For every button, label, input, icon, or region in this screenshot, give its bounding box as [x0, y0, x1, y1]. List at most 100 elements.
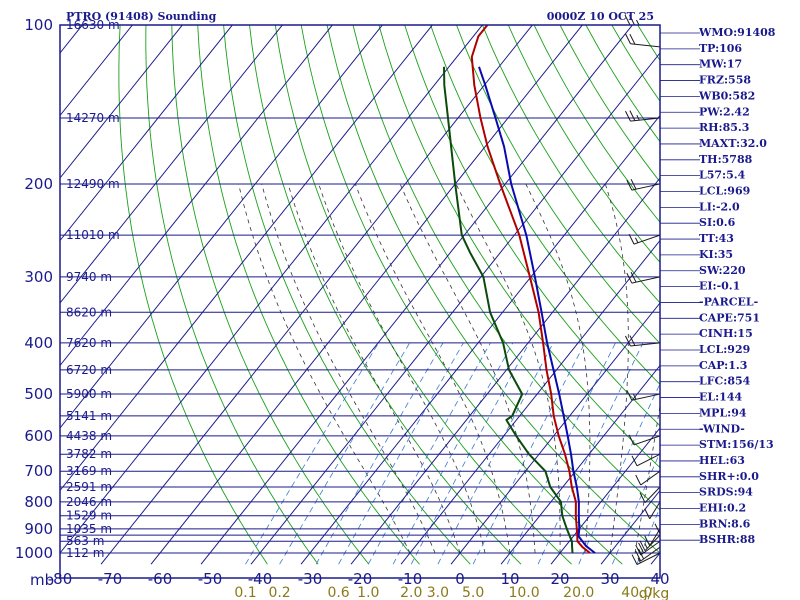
mixing-ratio-line	[279, 342, 411, 565]
height-label: 2046 m	[66, 495, 112, 509]
wind-barb-flag	[636, 19, 640, 26]
mixing-ratio-unit-label: g/kg	[639, 586, 670, 600]
isotherm-line	[450, 302, 660, 565]
wind-barb	[628, 233, 661, 245]
temperature-trace	[470, 25, 591, 554]
isotherm-line	[60, 25, 334, 367]
chart-title: PTRO (91408) Sounding	[66, 10, 217, 23]
pressure-tick-label: 800	[24, 493, 53, 511]
mixing-ratio-line	[315, 342, 444, 565]
wind-barb-flag	[635, 550, 642, 562]
temperature-tick-label: -50	[198, 570, 223, 588]
index-item: EHI:0.2	[699, 502, 746, 515]
index-item: EI:-0.1	[699, 280, 740, 293]
wind-barb	[626, 389, 661, 401]
isotherm-line	[350, 177, 660, 565]
mixing-ratio-label: 0.1	[234, 585, 256, 600]
height-label: 6720 m	[66, 363, 112, 377]
wind-barb-flag	[639, 540, 646, 551]
wind-barb	[628, 434, 661, 446]
wind-barb-staff	[630, 342, 661, 347]
temperature-axis-labels: -80 -70 -60 -50 -40 -30 -20 -10 0 10 20 30 40	[48, 570, 670, 588]
index-item: TP:106	[699, 42, 742, 55]
sounding-traces	[443, 25, 596, 554]
wind-barb-flag	[629, 33, 636, 45]
height-label: 5900 m	[66, 387, 112, 401]
mixing-ratio-line	[245, 342, 379, 565]
wind-barb-flag	[633, 394, 637, 400]
index-item: MW:17	[699, 58, 742, 71]
moist-adiabat	[399, 183, 536, 554]
mixing-ratio-label: 0.2	[268, 585, 290, 600]
temperature-tick-label: 0	[455, 570, 465, 588]
height-label: 3782 m	[66, 447, 112, 461]
index-item: SHR+:0.0	[699, 470, 759, 483]
moist-adiabat	[604, 183, 629, 554]
wind-barb-flag	[644, 508, 651, 519]
index-item: WB0:582	[698, 89, 755, 102]
temperature-tick-label: -10	[398, 570, 423, 588]
wind-barb-flag	[625, 33, 631, 44]
index-item: SW:220	[699, 264, 746, 277]
temperature-tick-label: -20	[348, 570, 373, 588]
wind-barb-flag	[638, 548, 645, 560]
index-item: RH:85.3	[699, 121, 749, 134]
height-label: 3169 m	[66, 464, 112, 478]
index-panel: WMO:91408 TP:106 MW:17 FRZ:558 WB0:582 PW:2.4…	[660, 26, 776, 546]
index-item: CAPE:751	[699, 311, 760, 324]
mixing-ratio-label: 10.0	[508, 585, 539, 600]
index-item: LCL:969	[699, 185, 750, 198]
isotherm-line	[150, 25, 584, 565]
wind-barb-staff	[631, 393, 661, 401]
index-item: LFC:854	[699, 375, 751, 388]
height-label: 112 m	[66, 546, 104, 560]
index-item: BSHR:88	[699, 533, 755, 546]
wind-barb-flag	[625, 335, 631, 347]
isotherm-line	[250, 52, 660, 565]
moist-adiabat	[455, 183, 561, 553]
wind-barb-flag	[629, 110, 636, 121]
index-item: MAXT:32.0	[699, 137, 767, 150]
temperature-tick-label: -70	[98, 570, 123, 588]
wind-barb-flag	[629, 335, 636, 346]
isotherm-line	[60, 25, 184, 179]
index-item: CAP:1.3	[699, 359, 747, 372]
wind-barb	[644, 528, 661, 547]
isotherm-line	[60, 25, 384, 429]
pressure-tick-label: 900	[24, 520, 53, 538]
pressure-tick-label: 100	[24, 16, 53, 34]
isotherm-line	[60, 25, 434, 492]
height-label: 1529 m	[66, 509, 112, 523]
pressure-tick-label: 500	[24, 385, 53, 403]
wind-barb	[625, 110, 661, 122]
wind-barb	[635, 546, 661, 562]
wind-barb-flag	[654, 523, 661, 534]
parcel-trace	[478, 66, 596, 554]
wind-barb-staff	[636, 453, 661, 467]
wind-barb-flag	[631, 554, 638, 565]
wind-barb	[626, 271, 661, 284]
index-item: LCL:929	[699, 343, 750, 356]
mixing-ratio-label: 40.0	[621, 585, 652, 600]
wind-barb	[635, 470, 661, 486]
wind-barb	[639, 486, 661, 503]
index-item: PW:2.42	[699, 105, 750, 118]
index-item: KI:35	[699, 248, 733, 261]
index-item: CINH:15	[699, 327, 753, 340]
index-item: LI:-2.0	[699, 200, 740, 213]
wind-barb-flag	[630, 271, 637, 283]
temperature-tick-label: -40	[248, 570, 273, 588]
mixing-ratio-label: 5.0	[462, 585, 484, 600]
wind-barb	[639, 534, 661, 552]
index-item: -PARCEL-	[699, 295, 758, 308]
index-item: WMO:91408	[698, 26, 776, 39]
mixing-ratio-line	[338, 342, 464, 565]
isotherm-line	[60, 25, 234, 242]
pressure-tick-label: 600	[24, 427, 53, 445]
isotherm-line	[60, 25, 284, 304]
mixing-ratio-label: 3.0	[427, 585, 449, 600]
dewpoint-trace	[443, 66, 574, 554]
isotherm-line	[550, 427, 660, 565]
